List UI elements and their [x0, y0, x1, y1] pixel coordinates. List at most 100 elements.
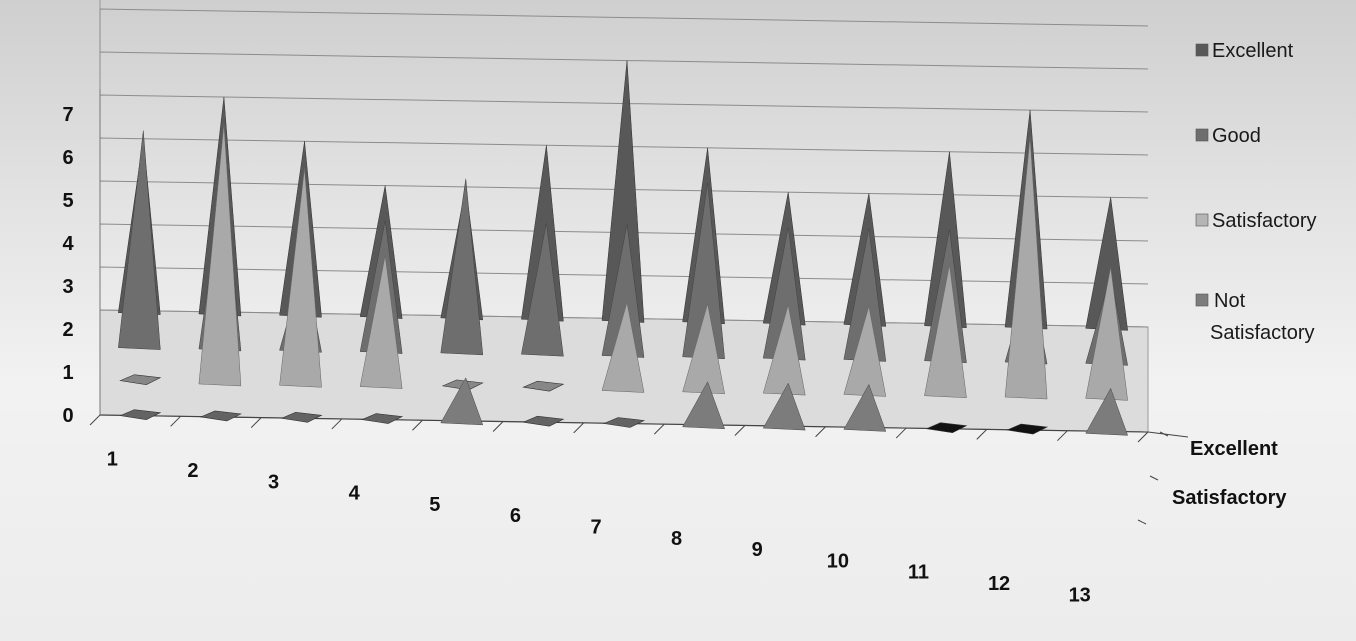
pyramid-mark [521, 223, 564, 357]
legend-swatch [1195, 293, 1209, 307]
depth-tick [1159, 431, 1169, 437]
x-tick-label: 6 [510, 505, 521, 527]
depth-label: Excellent [1190, 438, 1278, 460]
y-tick-label: 3 [62, 276, 73, 298]
pyramid-face-front [1085, 387, 1129, 436]
y-tick-label: 5 [62, 190, 73, 212]
legend-label: Not [1214, 290, 1246, 312]
pyramid-mark [682, 303, 725, 395]
pyramid-mark [280, 411, 323, 423]
zero-marker [361, 413, 404, 424]
pyramid-mark [359, 255, 403, 389]
zero-marker [280, 411, 323, 423]
x-tick-label: 13 [1069, 584, 1091, 606]
zero-marker [522, 380, 565, 392]
zero-marker [119, 409, 162, 420]
x-tick [653, 423, 665, 435]
pyramid-face-front [440, 377, 484, 426]
x-tick [492, 421, 504, 432]
legend-swatch [1195, 213, 1209, 227]
y-tick-label: 2 [62, 319, 73, 341]
pyramid-mark [601, 302, 645, 393]
pyramid-mark [843, 306, 887, 397]
depth-axis-line [1147, 431, 1189, 438]
pyramid-mark [682, 381, 725, 430]
x-tick-label: 7 [590, 517, 601, 539]
legend-swatch [1195, 128, 1209, 142]
pyramid-mark [1004, 137, 1048, 400]
pyramid-face-front [762, 382, 806, 431]
pyramid-mark [119, 409, 162, 420]
pyramid-face-front [1004, 137, 1048, 400]
pyramid-mark [119, 374, 162, 385]
legend-item: Excellent [1195, 40, 1294, 62]
pyramid-mark [1085, 267, 1128, 401]
pyramid-mark [279, 168, 322, 388]
x-tick [976, 429, 988, 440]
pyramid-face-front [924, 264, 967, 398]
pyramid-mark [440, 178, 484, 356]
zero-marker [119, 374, 162, 385]
pyramid-mark [762, 382, 806, 431]
pyramid-face-front [359, 255, 403, 389]
pyramid-face-front [843, 383, 887, 432]
y-tick-label: 0 [62, 405, 73, 427]
pyramid-mark [361, 413, 404, 424]
y-axis: 0 1 2 3 4 5 6 7 [62, 89, 101, 427]
pyramid-face-front [521, 223, 564, 357]
legend-item: Good [1195, 125, 1261, 147]
pyramid-face-front [440, 178, 484, 356]
pyramid-mark [118, 130, 161, 350]
pyramid-face-front [682, 381, 725, 430]
pyramid-mark [522, 380, 565, 392]
depth-axis: Excellent Satisfactory [1137, 431, 1287, 525]
pyramid-mark [601, 224, 645, 358]
x-tick [89, 414, 101, 426]
legend-swatch [1195, 43, 1209, 57]
depth-tick [1149, 475, 1159, 481]
pyramid-mark [522, 415, 565, 427]
x-tick-label: 4 [349, 483, 361, 505]
legend-label: Satisfactory [1212, 210, 1316, 232]
legend-item: Satisfactory [1195, 210, 1316, 232]
y-tick-label: 1 [62, 362, 73, 384]
legend: Excellent Good Satisfactory Not Satisfactory [1195, 40, 1316, 344]
x-tick [331, 418, 343, 430]
x-tick [573, 422, 585, 434]
zero-marker [522, 415, 565, 427]
x-tick-label: 8 [671, 528, 682, 550]
pyramid-mark [440, 377, 484, 426]
x-tick [1137, 431, 1149, 443]
legend-item: Not Satisfactory [1195, 290, 1314, 344]
x-tick-label: 11 [908, 562, 929, 584]
x-tick [412, 419, 423, 431]
x-tick-label: 12 [988, 573, 1010, 595]
pyramid-face-front [601, 302, 645, 393]
pyramid-mark [924, 264, 967, 398]
y-tick-label: 6 [62, 147, 73, 169]
x-tick [1057, 430, 1068, 442]
pyramid-face-front [198, 123, 242, 387]
x-tick [815, 426, 826, 438]
y-tick-label: 7 [62, 104, 73, 126]
zero-marker [925, 422, 968, 434]
pyramid-mark [198, 123, 242, 387]
pyramid-mark [1085, 387, 1129, 436]
depth-label: Satisfactory [1172, 487, 1287, 509]
pyramid-mark [1005, 423, 1049, 435]
x-tick [734, 425, 746, 436]
pyramid-face-front [118, 130, 161, 350]
x-tick [895, 427, 907, 439]
pyramid-mark [762, 305, 806, 396]
x-tick-label: 10 [827, 550, 849, 572]
pyramid-mark [925, 422, 968, 434]
legend-label: Excellent [1212, 40, 1294, 62]
x-tick-label: 5 [429, 494, 440, 516]
zero-marker [602, 417, 646, 428]
legend-label: Good [1212, 125, 1261, 147]
x-tick [250, 417, 262, 428]
zero-marker [199, 410, 242, 422]
